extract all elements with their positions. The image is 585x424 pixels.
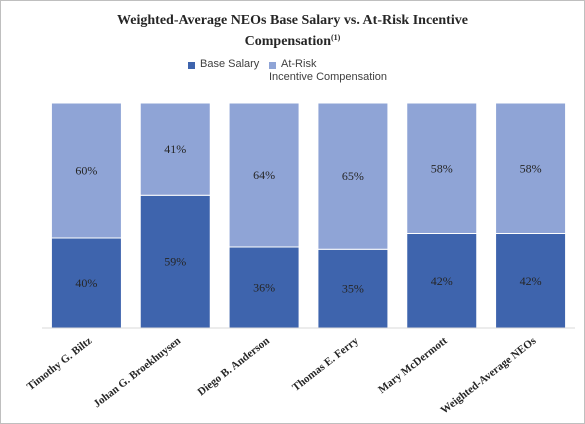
bar-segment-at-risk: [317, 102, 389, 250]
legend-label-at-risk: At-Risk Incentive Compensation: [269, 58, 387, 84]
data-label: 35%: [342, 282, 364, 296]
chart-title-line-2-text: Compensation: [244, 34, 332, 49]
data-label: 65%: [342, 169, 364, 183]
bar-segment-base-salary: [495, 233, 567, 329]
data-label: 40%: [75, 276, 97, 290]
category-label: Thomas E. Ferry: [290, 335, 361, 394]
chart-title-line-2: Compensation(1): [0, 29, 585, 50]
legend-label-at-risk-line-2: Incentive Compensation: [269, 71, 388, 83]
data-label: 42%: [520, 274, 542, 288]
data-label: 58%: [431, 161, 453, 175]
bar-segment-at-risk: [228, 102, 300, 248]
bar-segment-base-salary: [228, 246, 300, 329]
data-label: 59%: [164, 255, 186, 269]
bar-segment-at-risk: [406, 102, 478, 234]
category-label: Diego B. Anderson: [195, 335, 272, 398]
bar-segment-base-salary: [406, 233, 478, 329]
chart-title-footnote: (1): [331, 33, 341, 42]
bar-segment-at-risk: [50, 102, 122, 239]
data-label: 64%: [253, 168, 275, 182]
legend-label-base-salary: Base Salary: [200, 58, 260, 70]
bar-segment-base-salary: [317, 248, 389, 329]
data-label: 60%: [75, 164, 97, 178]
data-label: 42%: [431, 274, 453, 288]
bar-segment-at-risk: [139, 102, 211, 196]
data-label: 36%: [253, 281, 275, 295]
category-label: Weighted-Average NEOs: [439, 334, 539, 416]
category-label: Mary McDermott: [376, 335, 450, 396]
chart-title: Weighted-Average NEOs Base Salary vs. At…: [0, 12, 585, 50]
legend-label-at-risk-line-1: At-Risk: [281, 58, 317, 70]
legend-swatch-base-salary: [188, 62, 195, 69]
category-label: Timothy G. Biltz: [25, 335, 95, 393]
bar-segment-at-risk: [495, 102, 567, 234]
data-label: 41%: [164, 142, 186, 156]
chart-title-line-1: Weighted-Average NEOs Base Salary vs. At…: [117, 13, 468, 28]
category-label: Johan G. Broekhuysen: [91, 335, 183, 410]
legend-swatch-at-risk: [269, 62, 276, 69]
data-label: 58%: [520, 161, 542, 175]
